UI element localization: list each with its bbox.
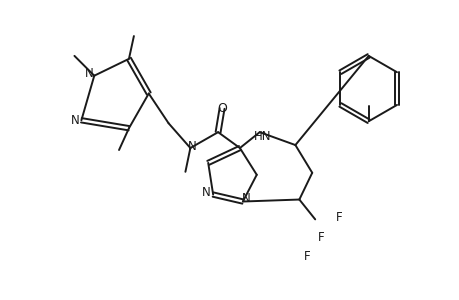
Text: F: F bbox=[335, 211, 341, 224]
Text: N: N bbox=[85, 67, 94, 80]
Text: N: N bbox=[188, 140, 196, 152]
Text: N: N bbox=[202, 186, 210, 199]
Text: F: F bbox=[317, 231, 324, 244]
Text: N: N bbox=[241, 192, 250, 205]
Text: HN: HN bbox=[253, 130, 271, 142]
Text: N: N bbox=[71, 114, 80, 127]
Text: O: O bbox=[217, 102, 227, 115]
Text: F: F bbox=[303, 250, 310, 263]
